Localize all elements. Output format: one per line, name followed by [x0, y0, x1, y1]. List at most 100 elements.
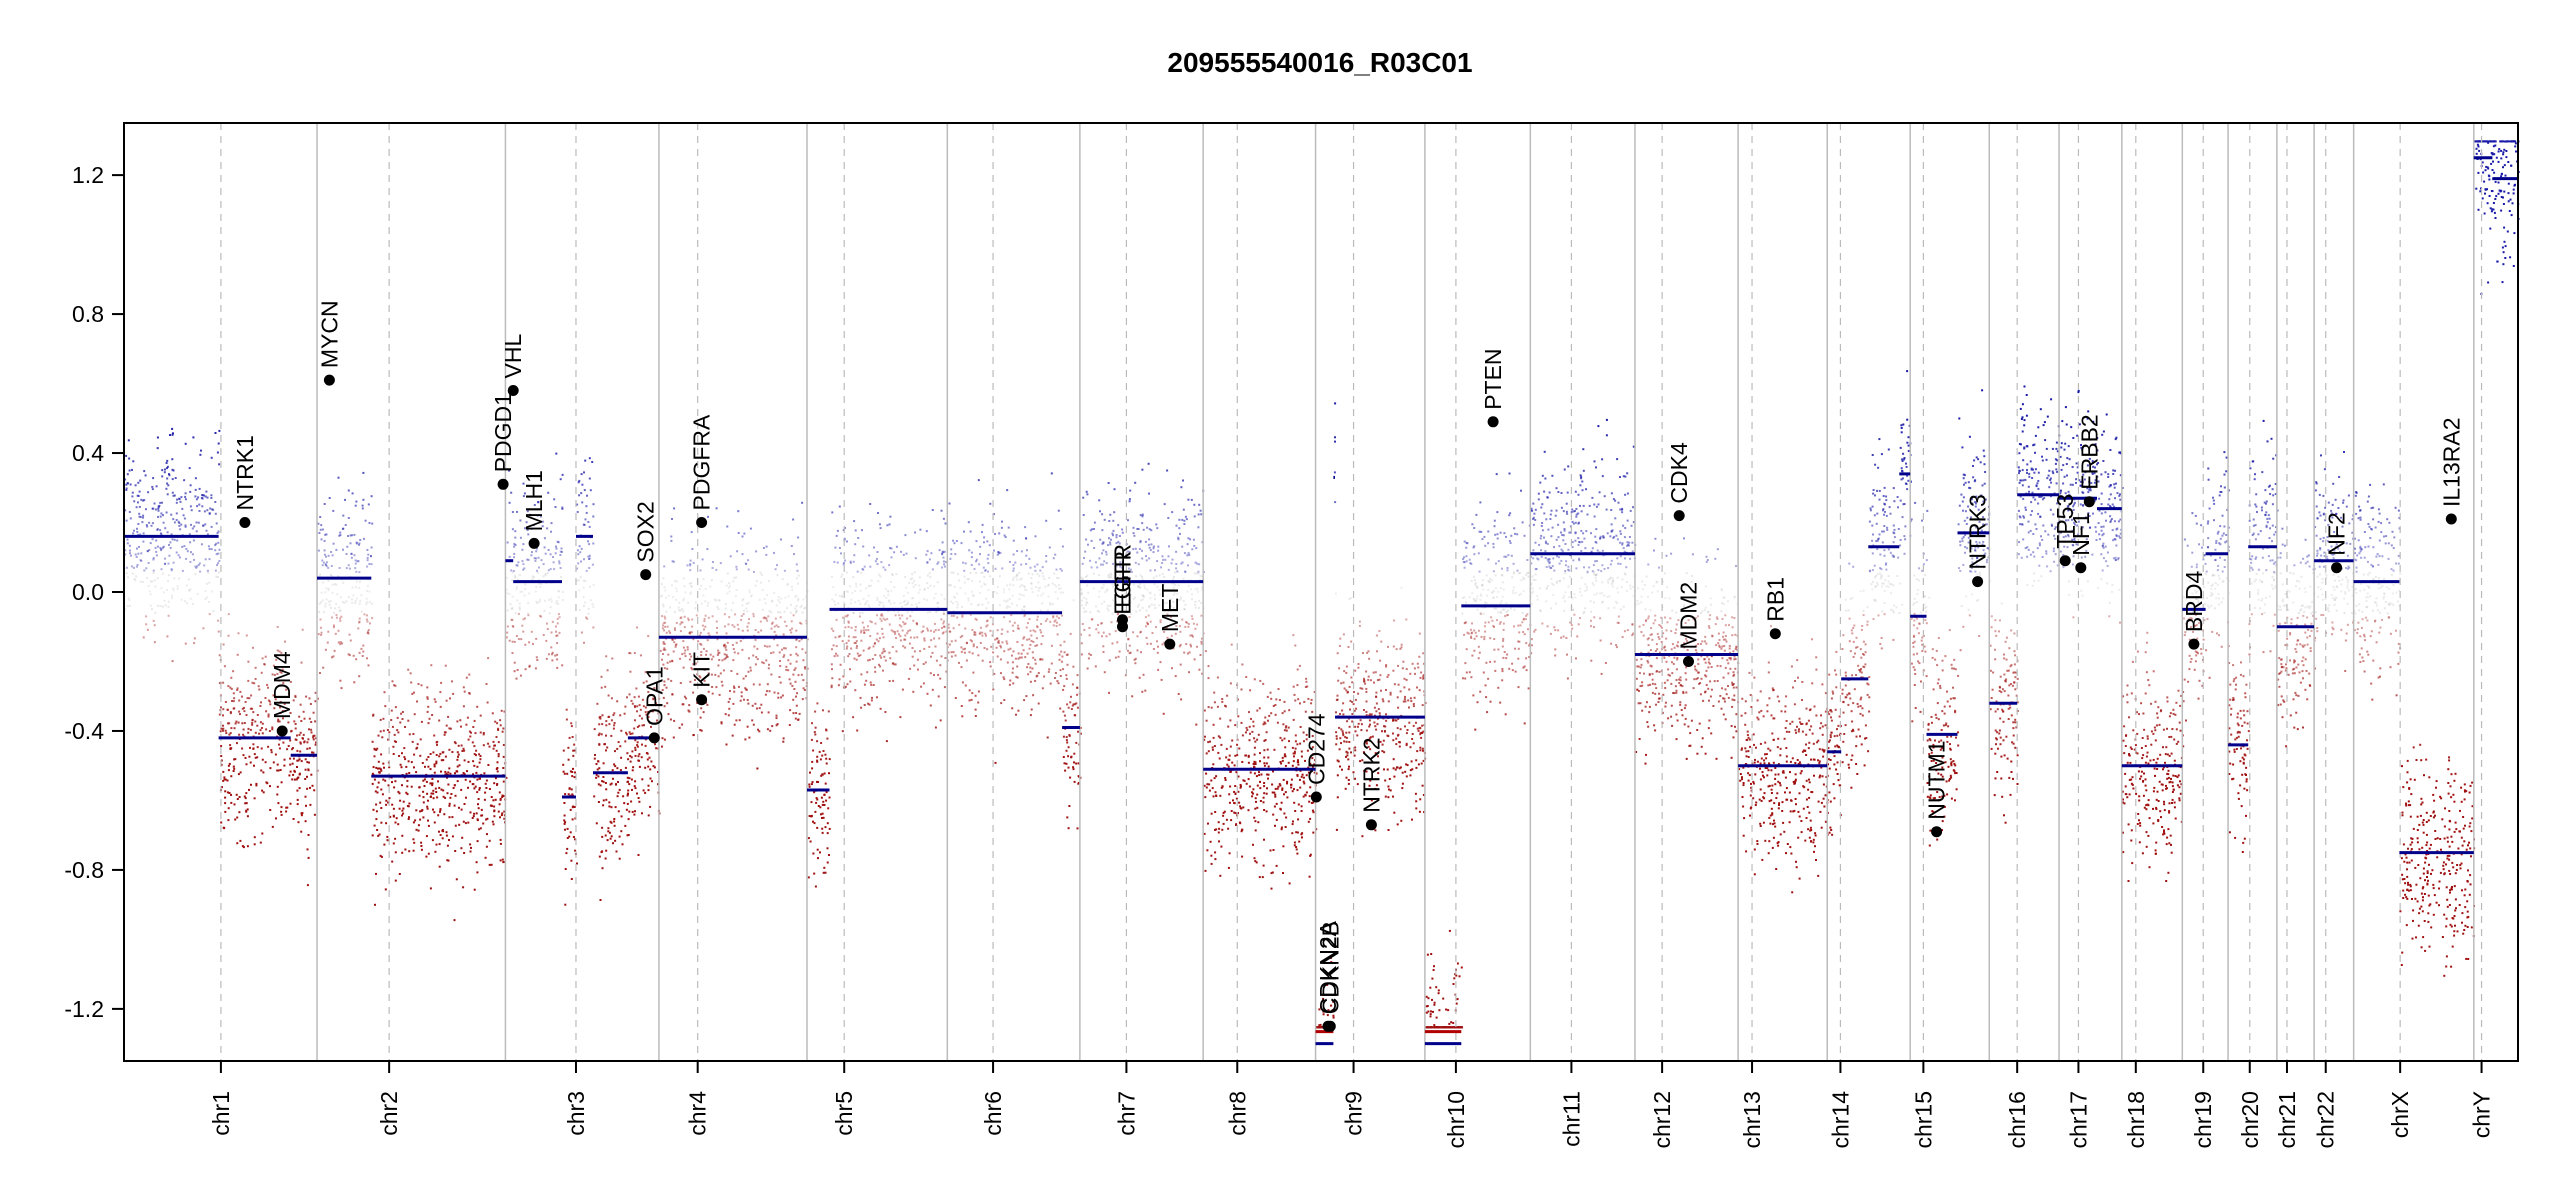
probe-point	[973, 631, 976, 634]
probe-point	[1326, 951, 1329, 953]
probe-point	[1159, 621, 1162, 624]
probe-point	[341, 642, 344, 645]
probe-point	[786, 607, 789, 610]
probe-point	[733, 625, 736, 628]
probe-point	[698, 634, 701, 637]
probe-point	[506, 541, 509, 544]
probe-point	[730, 609, 733, 612]
probe-point	[493, 815, 496, 818]
probe-point	[393, 740, 396, 743]
probe-point	[438, 843, 441, 846]
probe-point	[1008, 588, 1011, 591]
probe-point	[983, 536, 986, 539]
probe-point	[682, 610, 685, 613]
probe-point	[854, 601, 857, 604]
probe-point	[337, 629, 340, 632]
probe-point	[663, 642, 666, 645]
probe-point	[172, 589, 175, 592]
probe-point	[870, 584, 873, 587]
probe-point	[1105, 635, 1108, 638]
probe-point	[1304, 710, 1307, 713]
probe-point	[539, 614, 542, 617]
probe-point	[657, 771, 660, 773]
probe-point	[1319, 1023, 1322, 1026]
probe-point	[884, 568, 887, 571]
probe-point	[1291, 764, 1294, 767]
probe-point	[1183, 607, 1186, 610]
probe-point	[830, 575, 833, 578]
probe-point	[938, 637, 941, 640]
probe-point	[936, 606, 939, 609]
probe-point	[740, 695, 743, 698]
probe-point	[649, 768, 652, 771]
probe-point	[1002, 588, 1005, 591]
probe-point	[850, 647, 853, 650]
probe-point	[184, 442, 187, 445]
probe-point	[462, 886, 465, 889]
probe-point	[748, 589, 751, 592]
probe-point	[699, 676, 702, 679]
probe-point	[802, 598, 805, 601]
probe-point	[157, 507, 160, 510]
probe-point	[867, 629, 870, 632]
probe-point	[367, 630, 369, 633]
probe-point	[278, 701, 281, 704]
probe-point	[1307, 820, 1310, 823]
probe-point	[1067, 827, 1070, 830]
probe-point	[1132, 583, 1135, 586]
probe-point	[944, 561, 947, 564]
probe-point	[1024, 588, 1026, 591]
probe-point	[629, 652, 632, 655]
probe-point	[1012, 539, 1015, 542]
probe-point	[269, 785, 271, 788]
probe-point	[876, 696, 878, 699]
probe-point	[476, 778, 479, 781]
probe-point	[1071, 683, 1074, 686]
probe-point	[837, 635, 840, 638]
probe-point	[962, 648, 965, 651]
probe-point	[707, 601, 710, 604]
probe-point	[862, 568, 865, 571]
probe-point	[218, 429, 221, 432]
probe-point	[446, 844, 449, 847]
probe-point	[473, 753, 476, 756]
probe-point	[1263, 749, 1266, 752]
probe-point	[1148, 546, 1151, 549]
probe-point	[217, 530, 220, 533]
probe-point	[600, 733, 603, 736]
probe-point	[1253, 746, 1256, 749]
probe-point	[929, 672, 932, 675]
probe-point	[296, 749, 299, 752]
probe-point	[165, 462, 168, 464]
probe-point	[1283, 700, 1286, 703]
probe-point	[1223, 810, 1226, 813]
probe-point	[355, 500, 358, 503]
probe-point	[259, 705, 262, 707]
probe-point	[442, 789, 445, 792]
probe-point	[160, 512, 163, 515]
probe-point	[1099, 538, 1102, 541]
probe-point	[1077, 730, 1079, 733]
probe-point	[583, 524, 586, 526]
probe-point	[647, 671, 650, 674]
probe-point	[1029, 566, 1032, 569]
probe-point	[812, 749, 815, 752]
probe-point	[971, 652, 974, 655]
probe-point	[597, 783, 600, 786]
probe-point	[823, 793, 826, 796]
probe-point	[276, 672, 279, 675]
probe-point	[905, 603, 908, 606]
probe-point	[319, 516, 322, 518]
probe-point	[955, 540, 958, 542]
probe-point	[916, 606, 918, 608]
probe-point	[296, 759, 299, 762]
probe-point	[241, 707, 244, 710]
probe-point	[853, 657, 856, 660]
probe-point	[1145, 625, 1147, 628]
probe-point	[629, 733, 632, 735]
probe-point	[876, 551, 879, 553]
probe-point	[1085, 598, 1088, 601]
probe-point	[963, 575, 966, 578]
probe-point	[854, 529, 857, 532]
probe-point	[256, 724, 259, 727]
